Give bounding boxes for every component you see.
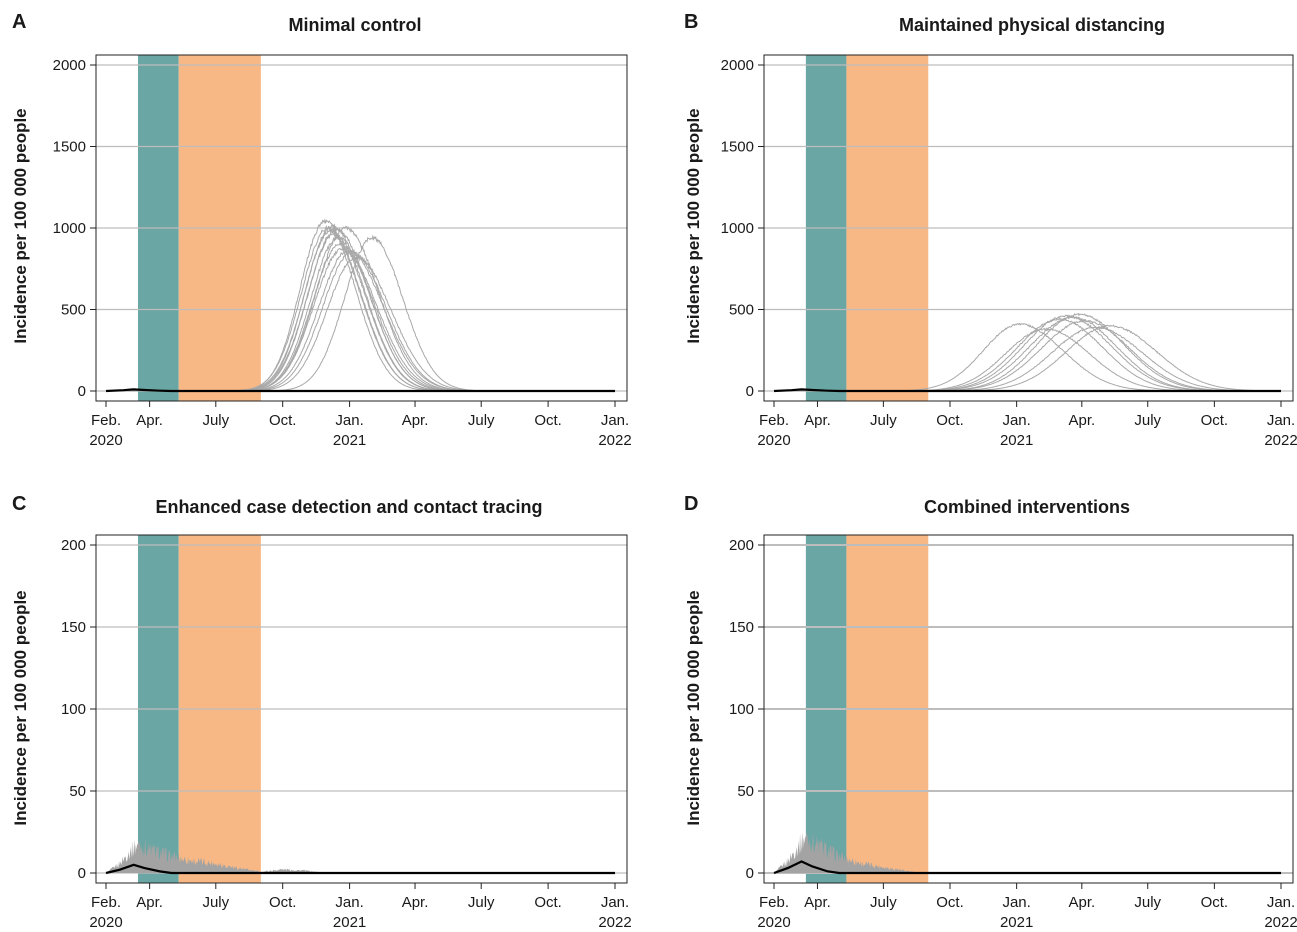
x-year-label: 2021 <box>1000 914 1033 931</box>
x-year-label: 2020 <box>757 432 790 449</box>
x-tick-label: Jan. <box>335 894 363 911</box>
y-tick-label: 2000 <box>721 57 754 74</box>
x-tick-label: Apr. <box>1068 412 1095 429</box>
x-tick-label: Apr. <box>1068 894 1095 911</box>
median-curve <box>773 860 1281 875</box>
y-tick-label: 500 <box>61 302 86 319</box>
y-tick-label: 0 <box>746 383 754 400</box>
panel-b: B Maintained physical distancing Inciden… <box>684 11 1297 449</box>
x-tick-label: Jan. <box>601 412 629 429</box>
x-tick-label: July <box>870 412 897 429</box>
panel-letter-a: A <box>12 11 26 33</box>
panel-title-b: Maintained physical distancing <box>899 15 1165 35</box>
panel-letter-d: D <box>684 493 698 515</box>
x-tick-label: Apr. <box>136 412 163 429</box>
x-tick-label: Jan. <box>1002 894 1030 911</box>
x-tick-label: Apr. <box>402 894 429 911</box>
y-tick-label: 50 <box>737 783 754 800</box>
panel-title-c: Enhanced case detection and contact trac… <box>155 497 542 517</box>
plot-area-c: 0 50 100 150 200 Feb. 2020 Apr. July Oct. Jan. 2021… <box>61 534 632 931</box>
y-tick-label: 500 <box>729 302 754 319</box>
simulation-band <box>774 831 920 873</box>
panel-letter-b: B <box>684 11 698 33</box>
x-year-label: 2021 <box>1000 432 1033 449</box>
plot-area-b: 0 500 1000 1500 2000 Feb. 2020 Apr. July Oct. Jan.… <box>721 54 1297 449</box>
median-curve <box>105 388 615 393</box>
x-tick-label: Jan. <box>1267 894 1295 911</box>
y-tick-label: 1500 <box>721 139 754 156</box>
x-year-label: 2021 <box>333 432 366 449</box>
median-curve <box>105 863 615 875</box>
x-year-label: 2021 <box>333 914 366 931</box>
y-tick-label: 0 <box>78 865 86 882</box>
y-tick-label: 200 <box>61 537 86 554</box>
y-axis-label-c: Incidence per 100 000 people <box>11 590 30 825</box>
x-tick-label: Jan. <box>1002 412 1030 429</box>
x-tick-label: Oct. <box>534 412 562 429</box>
x-year-label: 2020 <box>89 432 122 449</box>
x-tick-label: Jan. <box>335 412 363 429</box>
plot-area-d: 0 50 100 150 200 Feb. 2020 Apr. July Oct. Jan. 2021… <box>729 534 1297 931</box>
x-tick-label: Oct. <box>534 894 562 911</box>
x-tick-label: Oct. <box>269 894 297 911</box>
panel-c: C Enhanced case detection and contact tr… <box>11 493 632 931</box>
y-tick-label: 0 <box>78 383 86 400</box>
y-tick-label: 100 <box>729 701 754 718</box>
y-axis-label-a: Incidence per 100 000 people <box>11 108 30 343</box>
x-tick-label: Apr. <box>136 894 163 911</box>
x-tick-label: July <box>202 412 229 429</box>
y-tick-label: 1000 <box>721 220 754 237</box>
x-tick-label: Jan. <box>1267 412 1295 429</box>
y-tick-label: 50 <box>69 783 86 800</box>
y-axis-label-d: Incidence per 100 000 people <box>684 590 703 825</box>
panel-letter-c: C <box>12 493 26 515</box>
x-tick-label: July <box>202 894 229 911</box>
x-tick-label: Oct. <box>1201 894 1229 911</box>
x-tick-label: Oct. <box>936 412 964 429</box>
x-tick-label: Feb. <box>91 894 121 911</box>
median-curve <box>773 388 1281 393</box>
x-year-label: 2020 <box>89 914 122 931</box>
x-year-label: 2020 <box>757 914 790 931</box>
panel-title-a: Minimal control <box>288 15 421 35</box>
y-tick-label: 0 <box>746 865 754 882</box>
simulation-band <box>106 838 328 873</box>
x-tick-label: Jan. <box>601 894 629 911</box>
x-tick-label: Apr. <box>804 894 831 911</box>
y-tick-label: 1000 <box>53 220 86 237</box>
panel-a: A Minimal control Incidence per 100 000 … <box>11 11 632 449</box>
panel-d: D Combined interventions Incidence per 1… <box>684 493 1297 931</box>
x-tick-label: Oct. <box>1201 412 1229 429</box>
x-tick-label: Oct. <box>269 412 297 429</box>
x-tick-label: July <box>1134 894 1161 911</box>
plot-area-a: 0 500 1000 1500 2000 Feb. 2020 Apr. July Oct. Jan.… <box>53 54 632 449</box>
panel-title-d: Combined interventions <box>924 497 1130 517</box>
x-year-label: 2022 <box>598 432 631 449</box>
y-tick-label: 100 <box>61 701 86 718</box>
y-tick-label: 150 <box>729 619 754 636</box>
x-tick-label: Oct. <box>936 894 964 911</box>
x-tick-label: Feb. <box>759 894 789 911</box>
x-year-label: 2022 <box>598 914 631 931</box>
y-tick-label: 1500 <box>53 139 86 156</box>
y-tick-label: 200 <box>729 537 754 554</box>
x-tick-label: Feb. <box>759 412 789 429</box>
x-tick-label: July <box>870 894 897 911</box>
x-tick-label: July <box>468 412 495 429</box>
x-tick-label: July <box>468 894 495 911</box>
x-year-label: 2022 <box>1264 914 1297 931</box>
y-tick-label: 2000 <box>53 57 86 74</box>
y-tick-label: 150 <box>61 619 86 636</box>
x-tick-label: Apr. <box>804 412 831 429</box>
x-year-label: 2022 <box>1264 432 1297 449</box>
x-tick-label: Apr. <box>402 412 429 429</box>
x-tick-label: Feb. <box>91 412 121 429</box>
y-axis-label-b: Incidence per 100 000 people <box>684 108 703 343</box>
x-tick-label: July <box>1134 412 1161 429</box>
